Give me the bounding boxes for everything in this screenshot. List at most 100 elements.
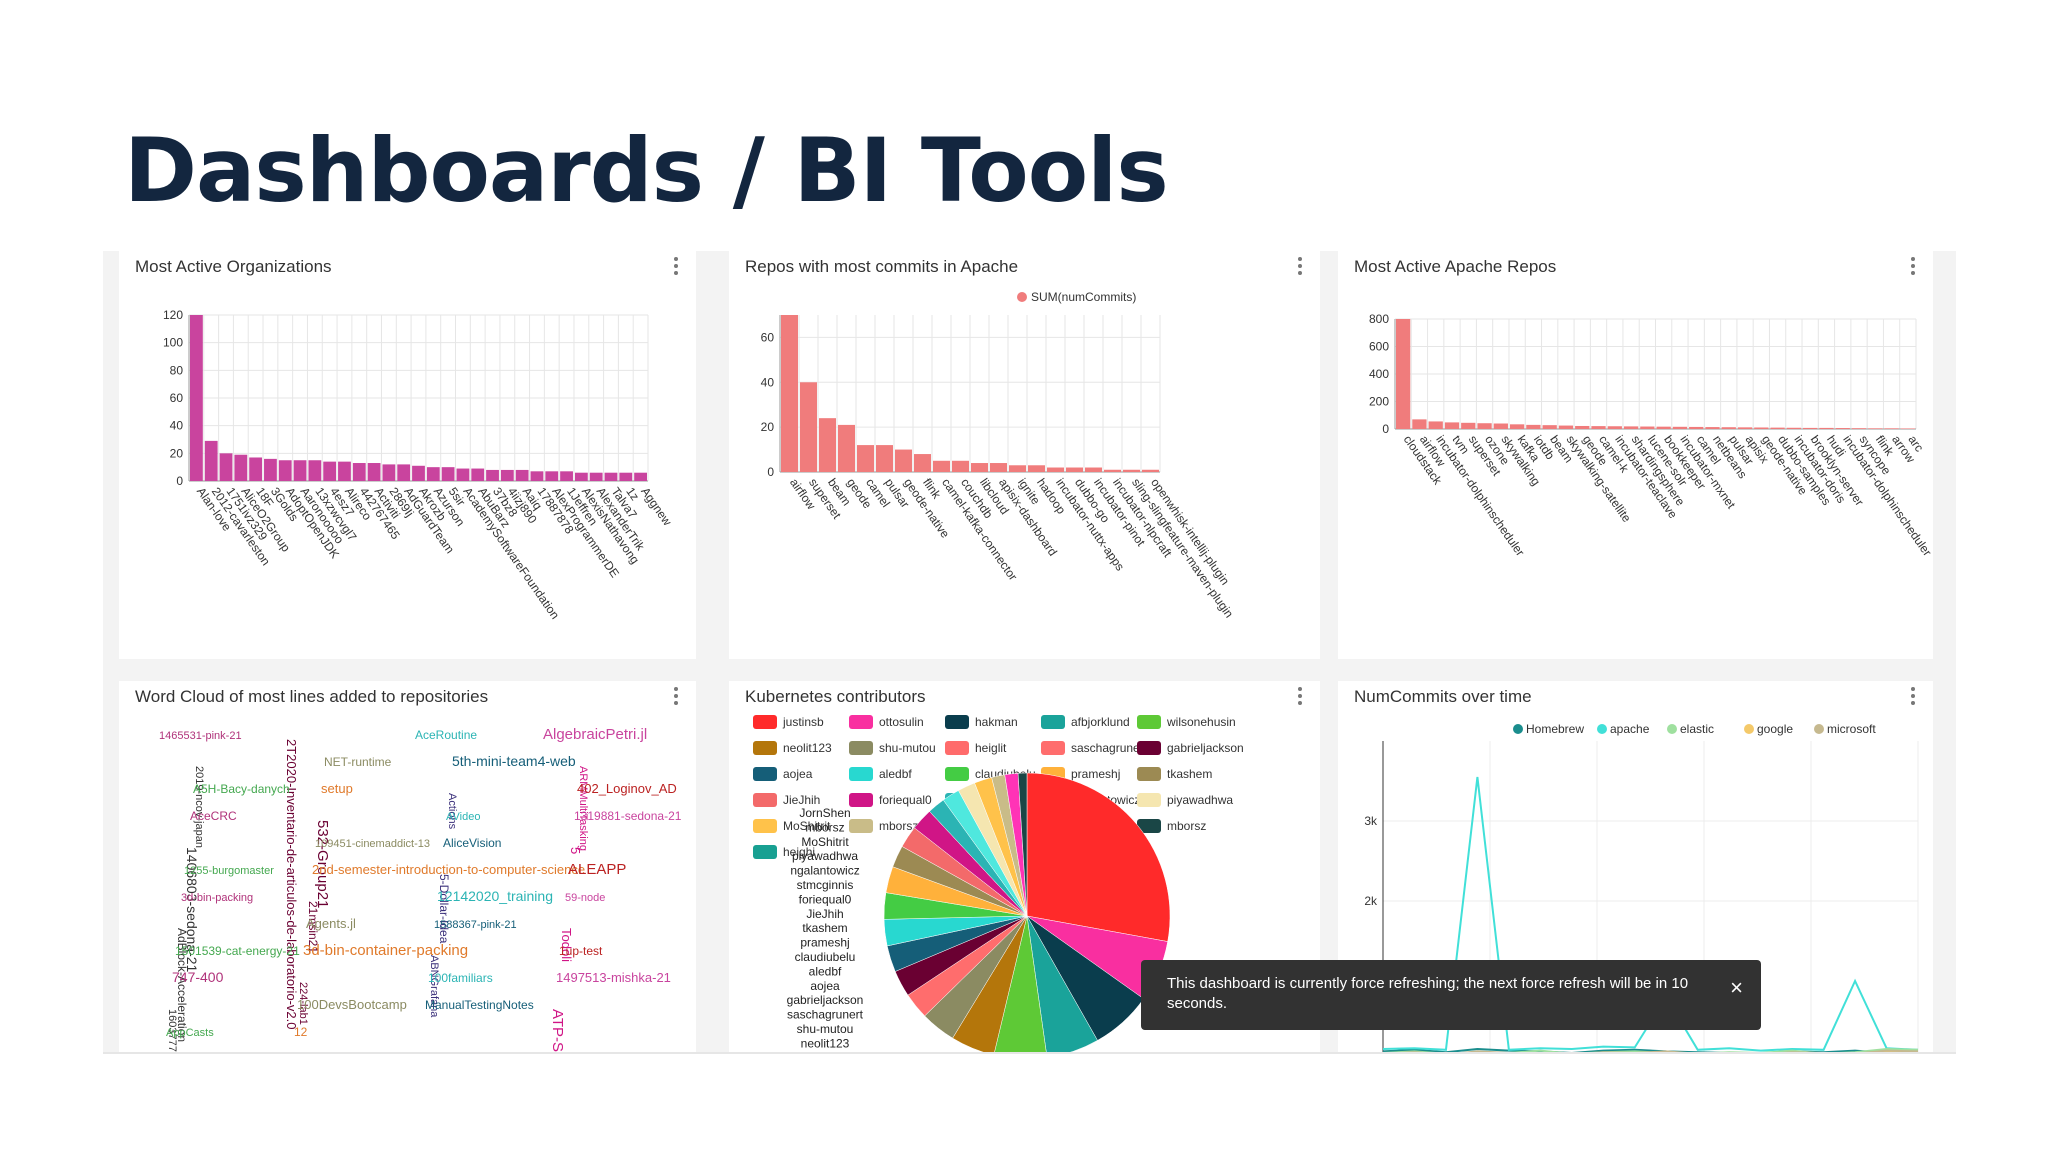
- more-options-icon[interactable]: [1911, 257, 1915, 278]
- bar: [293, 460, 307, 481]
- legend-swatch: [1137, 741, 1161, 755]
- slice-label: aojea: [810, 979, 840, 993]
- y-tick-label: 100: [163, 336, 183, 350]
- word-cloud-word: 109451-cinemaddict-13: [315, 838, 430, 850]
- bar: [838, 424, 855, 472]
- bar: [1085, 467, 1102, 472]
- legend-label: heiglit: [975, 741, 1007, 755]
- slice-label: neolit123: [801, 1036, 850, 1050]
- bar: [604, 472, 618, 481]
- more-options-icon[interactable]: [1298, 257, 1302, 278]
- bar: [1444, 422, 1460, 429]
- slice-label: JornShen: [799, 806, 850, 820]
- bar: [219, 453, 233, 481]
- word-cloud-word: 59-node: [565, 892, 605, 904]
- more-options-icon[interactable]: [1911, 687, 1915, 708]
- y-tick-label: 800: [1369, 312, 1389, 326]
- slide-title: Dashboards / BI Tools: [124, 119, 1169, 222]
- bar: [204, 440, 218, 481]
- bar: [1851, 428, 1867, 429]
- word-cloud-word: A5H-Bacy-danych: [193, 782, 290, 796]
- legend-label: mborsz: [879, 819, 918, 833]
- word-cloud-word: 1255-burgomaster: [184, 865, 274, 877]
- word-cloud-word: 5-Dollar-Idea: [437, 874, 451, 944]
- word-cloud-word: AceRoutine: [415, 728, 477, 742]
- refresh-toast: This dashboard is currently force refres…: [1141, 960, 1761, 1030]
- bar: [1721, 427, 1736, 429]
- bar: [1770, 427, 1785, 429]
- bar: [589, 472, 603, 481]
- y-tick-label: 3k: [1364, 814, 1378, 828]
- bar: [619, 472, 633, 481]
- legend-swatch: [849, 793, 873, 807]
- slice-label: aledbf: [809, 964, 842, 978]
- panel-title: NumCommits over time: [1354, 687, 1532, 706]
- x-tick-label: Aggnew: [638, 485, 675, 529]
- word-cloud: 1465531-pink-21 2T2020-Inventario-de-arti…: [159, 726, 682, 1052]
- pie-slice: [1026, 772, 1171, 942]
- y-tick-label: 2k: [1364, 894, 1378, 908]
- slice-label: ngalantowicz: [790, 864, 859, 878]
- bar: [952, 460, 969, 472]
- word-cloud-word: 532-Group21: [314, 820, 331, 908]
- slice-label: foriequal0: [799, 892, 852, 906]
- bar-chart-orgs: 020406080100120Alan-love2012-cavarleston…: [163, 308, 675, 622]
- close-icon[interactable]: ×: [1730, 975, 1743, 1000]
- legend-label: MoShitrit: [783, 819, 831, 833]
- more-options-icon[interactable]: [674, 257, 678, 278]
- y-tick-label: 40: [170, 419, 184, 433]
- bar: [1737, 427, 1753, 429]
- bar: [1396, 319, 1411, 429]
- word-cloud-word: 5th-mini-team4-web: [452, 753, 576, 769]
- panel-title: Word Cloud of most lines added to reposi…: [135, 687, 489, 706]
- word-cloud-word: ALEAPP: [568, 861, 626, 878]
- bar: [323, 461, 337, 481]
- panel-repos-most-commits: Repos with most commits in Apache 0 20 40 6…: [729, 251, 1320, 659]
- panel-most-active-apache-repos: Most Active Apache Repos 0 200 400 600 800 cl…: [1338, 251, 1933, 659]
- panel-title: Kubernetes contributors: [745, 687, 926, 706]
- legend-swatch: [849, 741, 873, 755]
- word-cloud-word: 3d-bin-packing: [181, 892, 253, 904]
- legend-label: apache: [1610, 722, 1650, 736]
- bar: [876, 445, 893, 472]
- pie-slice: [994, 915, 1047, 1052]
- word-cloud-word: 747-400: [172, 969, 224, 985]
- bar: [1461, 422, 1476, 429]
- more-options-icon[interactable]: [674, 687, 678, 708]
- bar: [1142, 469, 1159, 472]
- legend-label: shu-mutou: [879, 741, 936, 755]
- bar: [1672, 426, 1688, 429]
- bar: [456, 468, 470, 481]
- y-tick-label: 80: [170, 363, 184, 377]
- legend-swatch: [849, 767, 873, 781]
- bar: [352, 463, 366, 481]
- bar: [1493, 423, 1508, 429]
- bar: [1477, 423, 1492, 429]
- more-options-icon[interactable]: [1298, 687, 1302, 708]
- bar: [234, 454, 248, 481]
- y-tick-label: 0: [767, 465, 774, 479]
- y-tick-label: 60: [761, 330, 775, 344]
- legend-swatch: [1041, 715, 1065, 729]
- bar: [264, 458, 277, 481]
- panel-kubernetes-contributors: Kubernetes contributors justinsb ottosuli…: [729, 681, 1320, 1052]
- bar: [441, 467, 455, 481]
- bar: [914, 454, 931, 472]
- legend-label: microsoft: [1827, 722, 1876, 736]
- legend-label: justinsb: [782, 715, 824, 729]
- legend-label: JieJhih: [783, 793, 820, 807]
- word-cloud-word: NET-runtime: [324, 755, 392, 769]
- legend-swatch: [753, 741, 777, 755]
- word-cloud-word: 100familiars: [428, 971, 493, 985]
- word-cloud-word: 1465531-pink-21: [159, 730, 242, 742]
- bar: [1884, 428, 1899, 429]
- word-cloud-word: 2T2020-Inventario-de-articulos-de-labora…: [284, 739, 299, 1029]
- y-tick-label: 60: [170, 391, 184, 405]
- word-cloud-word: ManualTestingNotes: [425, 998, 534, 1012]
- word-cloud-word: ATP-SW: [549, 1009, 566, 1052]
- legend-swatch: [1137, 767, 1161, 781]
- legend-label: ottosulin: [879, 715, 924, 729]
- word-cloud-word: AlgebraicPetri.jl: [543, 726, 647, 743]
- bar: [397, 464, 411, 481]
- bar: [545, 471, 559, 481]
